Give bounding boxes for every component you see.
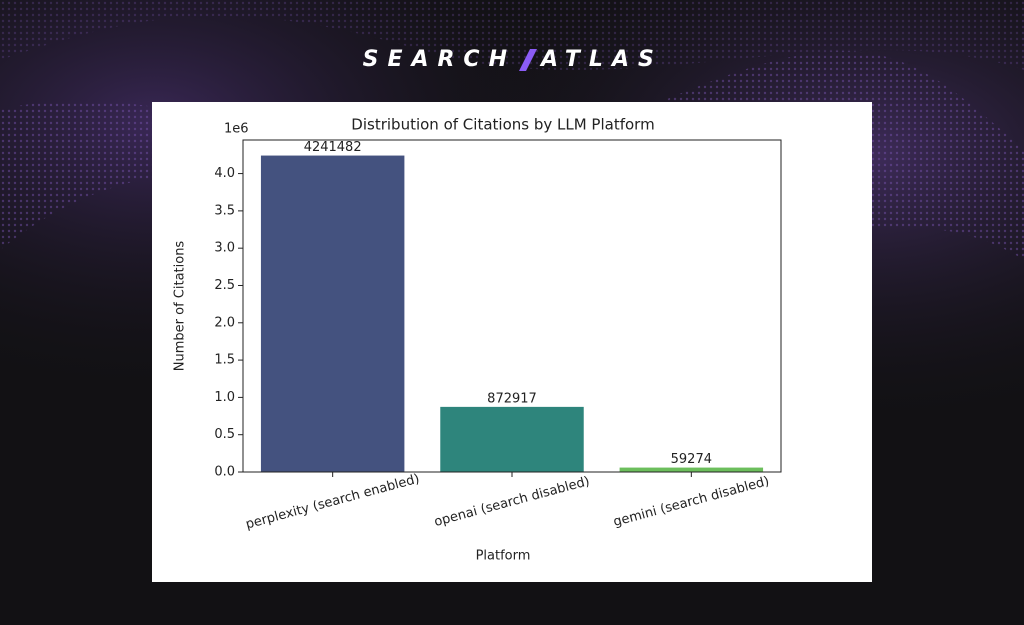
brand-slash — [519, 49, 537, 71]
bar — [619, 467, 764, 472]
background-wave — [0, 0, 1024, 70]
y-axis-label: Number of Citations — [173, 241, 188, 372]
y-tick-label: 2.5 — [214, 278, 235, 293]
data-label: 872917 — [487, 391, 537, 406]
chart-title: Distribution of Citations by LLM Platfor… — [351, 116, 654, 134]
data-label: 4241482 — [304, 140, 362, 155]
y-offset-label: 1e6 — [224, 122, 249, 137]
y-tick-label: 1.0 — [214, 390, 235, 405]
data-label: 59274 — [671, 452, 712, 467]
bar — [440, 406, 584, 472]
y-tick-label: 2.0 — [214, 315, 235, 330]
y-tick-label: 0.5 — [214, 427, 235, 442]
y-tick-label: 4.0 — [214, 166, 235, 181]
x-axis-label: Platform — [476, 549, 531, 564]
y-tick-label: 0.0 — [214, 465, 235, 480]
y-tick-label: 3.0 — [214, 241, 235, 256]
y-tick-label: 3.5 — [214, 203, 235, 218]
axes-frame — [242, 139, 782, 473]
bar — [260, 155, 405, 472]
brand-right: ATLAS — [539, 47, 663, 72]
chart-panel — [152, 102, 872, 582]
y-tick-label: 1.5 — [214, 353, 235, 368]
brand-left: SEARCH — [363, 47, 516, 72]
